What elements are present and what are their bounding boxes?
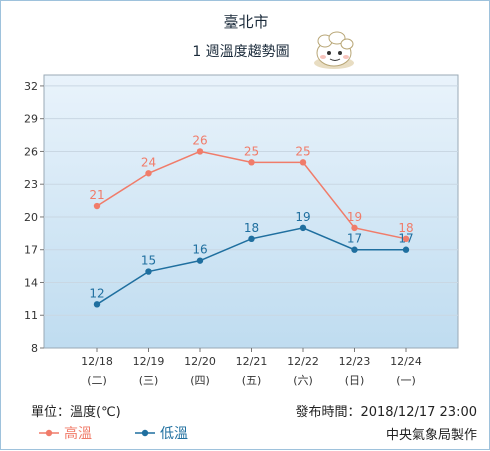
low-legend-label: 低溫 [160, 426, 188, 442]
data-labels: 21 24 26 25 25 19 18 12 15 16 18 19 17 17 [89, 133, 413, 300]
y-tick-label: 17 [24, 244, 38, 257]
x-tick-weekday: (一) [396, 374, 416, 387]
high-point [402, 235, 410, 242]
high-data-label: 24 [141, 155, 156, 169]
publish-time: 發布時間：2018/12/17 23:00 [295, 405, 477, 420]
y-tick-label: 29 [24, 113, 38, 126]
chart-subtitle: 1 週溫度趨勢圖 [192, 44, 289, 60]
y-tick-label: 11 [24, 309, 38, 322]
low-legend-marker [141, 429, 149, 437]
y-tick-label: 20 [24, 211, 38, 224]
high-data-label: 18 [398, 221, 413, 235]
high-point [351, 224, 358, 232]
series-points [93, 148, 410, 308]
high-data-label: 21 [89, 188, 104, 202]
y-tick-label: 26 [24, 145, 38, 158]
x-axis-ticks: 12/18 (二) 12/19 (三) 12/20 (四) 12/21 (五) 12/22 (六)… [81, 348, 422, 387]
low-data-label: 16 [192, 243, 207, 257]
low-data-label: 17 [398, 232, 413, 246]
source-label: 中央氣象局製作 [386, 428, 477, 443]
x-tick-weekday: (六) [293, 374, 313, 387]
high-point [145, 170, 152, 177]
low-data-label: 17 [347, 232, 362, 246]
weather-mascot-icon [314, 31, 354, 69]
high-legend-marker [45, 429, 53, 437]
high-data-label: 25 [295, 144, 310, 158]
high-point [248, 159, 255, 166]
x-tick-weekday: (二) [87, 374, 107, 387]
y-tick-label: 23 [24, 178, 38, 191]
low-point [299, 224, 307, 232]
y-tick-label: 32 [24, 80, 38, 93]
plot-area [43, 74, 459, 349]
x-tick-weekday: (五) [242, 374, 262, 387]
high-point [299, 159, 307, 166]
low-data-label: 15 [141, 254, 156, 268]
high-point [196, 148, 204, 155]
high-data-label: 26 [192, 133, 207, 147]
low-data-label: 12 [89, 286, 104, 300]
y-tick-label: 14 [24, 276, 38, 289]
low-point [351, 246, 358, 253]
low-point [196, 257, 204, 264]
x-tick-date: 12/21 [236, 355, 268, 368]
high-data-label: 19 [347, 210, 362, 224]
y-tick-label: 8 [31, 342, 38, 355]
x-tick-date: 12/20 [184, 355, 216, 368]
low-data-label: 19 [295, 210, 310, 224]
high-data-label: 25 [244, 144, 259, 158]
y-axis-ticks: 8 11 14 17 20 23 26 29 32 [24, 80, 44, 355]
x-tick-weekday: (四) [190, 374, 210, 387]
high-point [93, 202, 101, 210]
x-tick-weekday: (日) [345, 374, 365, 387]
x-tick-date: 12/18 [81, 355, 113, 368]
low-point [402, 246, 410, 253]
x-tick-date: 12/23 [339, 355, 371, 368]
x-tick-date: 12/24 [390, 355, 422, 368]
low-point [248, 235, 255, 242]
x-tick-weekday: (三) [139, 374, 159, 387]
low-data-label: 18 [244, 221, 259, 235]
high-legend-label: 高溫 [64, 425, 92, 442]
low-point [145, 268, 152, 275]
x-tick-date: 12/22 [287, 355, 319, 368]
legend: 高溫 低溫 [39, 425, 188, 442]
city-title: 臺北市 [223, 13, 268, 31]
low-point [93, 301, 101, 308]
x-tick-date: 12/19 [133, 355, 165, 368]
unit-label: 單位：溫度(℃) [31, 404, 121, 420]
